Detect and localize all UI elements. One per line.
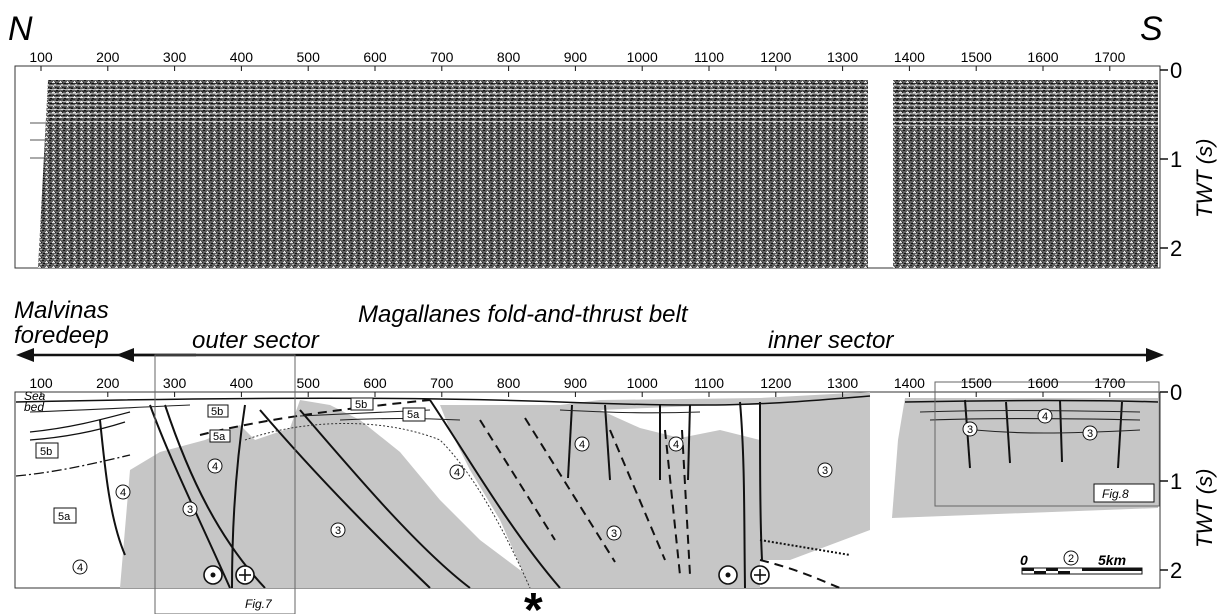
unit-4-label: 4: [1042, 411, 1048, 423]
unit-5a-label: 5a: [407, 409, 420, 421]
unit-5a-label: 5a: [58, 511, 71, 523]
top-x-tick-label: 1200: [760, 49, 791, 65]
unit-3-label: 3: [611, 528, 617, 540]
south-label: S: [1140, 10, 1163, 48]
unit-5b-label: 5b: [40, 446, 52, 458]
unit-3-label: 3: [335, 525, 341, 537]
bottom-x-tick-label: 800: [497, 375, 521, 391]
top-x-tick-label: 800: [497, 49, 521, 65]
bottom-x-tick-label: 300: [163, 375, 187, 391]
top-x-tick-label: 100: [29, 49, 53, 65]
top-y-axis-label: TWT (s): [1192, 139, 1217, 218]
bottom-y-axis-ticks: 0 1 2: [1160, 380, 1182, 583]
plus-symbols: [239, 569, 766, 581]
bottom-y-tick-label: 0: [1170, 380, 1182, 405]
top-x-tick-label: 1500: [961, 49, 992, 65]
unit-3-label: 3: [822, 465, 828, 477]
top-x-tick-label: 200: [96, 49, 120, 65]
unit-5a-label: 5a: [213, 431, 226, 443]
bottom-x-tick-label: 1500: [961, 375, 992, 391]
seabed-label-line1: Sea: [24, 389, 46, 403]
top-y-tick-label: 2: [1170, 236, 1182, 261]
bottom-x-tick-label: 1700: [1094, 375, 1125, 391]
unit-4-label: 4: [77, 562, 83, 574]
interpretation-panel: [14, 354, 1161, 614]
bottom-x-tick-label: 1100: [694, 375, 724, 391]
bottom-y-tick-label: 1: [1170, 469, 1182, 494]
dot-symbols: [210, 572, 731, 578]
unit-4-label: 4: [454, 467, 460, 479]
top-y-axis-ticks: 0 1 2: [1160, 58, 1182, 261]
seismic-panel: [14, 65, 1161, 269]
unit-3-label: 3: [187, 504, 193, 516]
top-x-tick-label: 1300: [827, 49, 858, 65]
bottom-x-tick-label: 900: [564, 375, 588, 391]
scale-bar-end: 5km: [1098, 552, 1126, 568]
inner-sector-label: inner sector: [768, 327, 894, 354]
top-x-tick-label: 1700: [1094, 49, 1125, 65]
scale-bar: [1021, 567, 1143, 575]
unit-5b-boxes: [35, 397, 374, 459]
bottom-x-tick-label: 1200: [760, 375, 791, 391]
star-marker: *: [524, 584, 543, 614]
bottom-x-tick-label: 1600: [1027, 375, 1058, 391]
bottom-x-tick-label: 1300: [827, 375, 858, 391]
north-label: N: [8, 10, 33, 48]
foredeep-label-line1: Malvinas: [14, 297, 109, 324]
top-x-tick-label: 300: [163, 49, 187, 65]
unit-3-label: 3: [967, 424, 973, 436]
unit-5b-label: 5b: [355, 399, 367, 411]
top-x-tick-label: 1000: [627, 49, 658, 65]
top-x-tick-label: 400: [230, 49, 254, 65]
top-x-tick-label: 600: [363, 49, 387, 65]
top-y-tick-label: 0: [1170, 58, 1182, 83]
top-x-tick-label: 1400: [894, 49, 925, 65]
unit-4-label: 4: [212, 461, 218, 473]
fig8-reference: Fig.8: [1102, 487, 1129, 501]
unit-3-label: 3: [1087, 428, 1093, 440]
unit-5a-boxes: [53, 407, 426, 524]
bottom-x-tick-label: 1400: [894, 375, 925, 391]
bottom-x-tick-label: 700: [430, 375, 454, 391]
top-x-tick-label: 1600: [1027, 49, 1058, 65]
bottom-x-tick-label: 500: [297, 375, 321, 391]
fig7-reference: Fig.7: [245, 597, 273, 611]
unit-4-label: 4: [673, 439, 679, 451]
top-y-tick-label: 1: [1170, 147, 1182, 172]
unit-4-label: 4: [579, 439, 585, 451]
top-x-tick-label: 1100: [694, 49, 724, 65]
scale-bar-start: 0: [1020, 552, 1028, 568]
bottom-x-tick-label: 100: [29, 375, 53, 391]
seabed-label-line2: bed: [24, 400, 44, 414]
foredeep-label-line2: foredeep: [14, 322, 109, 349]
bottom-y-tick-label: 2: [1170, 558, 1182, 583]
bottom-x-tick-label: 400: [230, 375, 254, 391]
outer-sector-label: outer sector: [192, 327, 320, 354]
bottom-y-axis-label: TWT (s): [1192, 469, 1217, 548]
belt-title: Magallanes fold-and-thrust belt: [358, 301, 689, 328]
circled-unit-markers: [72, 408, 1098, 575]
bottom-x-tick-label: 1000: [627, 375, 658, 391]
bottom-x-axis-ticks: 100 200 300 400 500 600 700 800 900 1000 1100 1200 1…: [29, 375, 1126, 397]
unit-2-label: 2: [1068, 553, 1074, 565]
top-x-tick-label: 700: [430, 49, 454, 65]
unit-4-label: 4: [120, 487, 126, 499]
bottom-x-tick-label: 200: [96, 375, 120, 391]
top-x-axis-ticks: 100 200 300 400 500 600 700 800 900 1000 1100 1200 1…: [29, 49, 1126, 71]
top-x-tick-label: 900: [564, 49, 588, 65]
unit-5b-label: 5b: [211, 406, 223, 418]
bottom-x-tick-label: 600: [363, 375, 387, 391]
fig8-reference-box: [1093, 483, 1155, 503]
top-x-tick-label: 500: [297, 49, 321, 65]
